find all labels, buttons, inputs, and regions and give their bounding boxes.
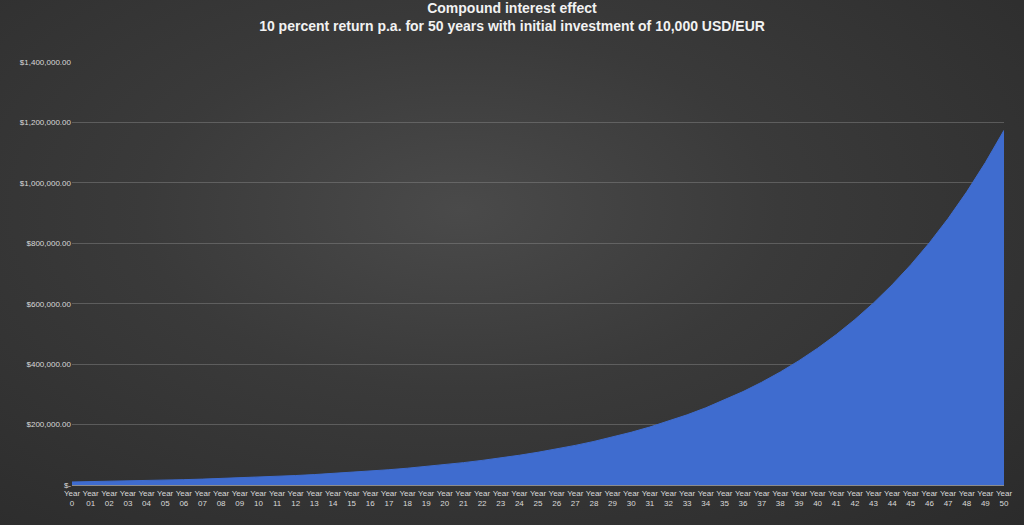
svg-text:Year23: Year23 — [493, 489, 510, 508]
svg-text:Year36: Year36 — [735, 489, 752, 508]
svg-text:Year32: Year32 — [660, 489, 677, 508]
svg-text:Year44: Year44 — [884, 489, 901, 508]
svg-text:$1,200,000.00: $1,200,000.00 — [20, 118, 72, 127]
svg-text:Year40: Year40 — [810, 489, 827, 508]
svg-text:Year05: Year05 — [157, 489, 174, 508]
svg-text:Year25: Year25 — [530, 489, 547, 508]
svg-text:$800,000.00: $800,000.00 — [27, 239, 72, 248]
svg-text:Year19: Year19 — [418, 489, 435, 508]
svg-text:Year13: Year13 — [306, 489, 323, 508]
svg-text:Year15: Year15 — [344, 489, 361, 508]
svg-text:Year29: Year29 — [604, 489, 621, 508]
svg-text:Year45: Year45 — [903, 489, 920, 508]
svg-text:Year03: Year03 — [120, 489, 137, 508]
svg-text:Year08: Year08 — [213, 489, 230, 508]
svg-text:Year09: Year09 — [232, 489, 249, 508]
svg-text:Year43: Year43 — [865, 489, 882, 508]
svg-text:Year07: Year07 — [194, 489, 211, 508]
svg-text:$1,000,000.00: $1,000,000.00 — [20, 179, 72, 188]
svg-text:$1,400,000.00: $1,400,000.00 — [20, 58, 72, 67]
svg-text:Year34: Year34 — [698, 489, 715, 508]
svg-text:Year38: Year38 — [772, 489, 789, 508]
svg-text:Year17: Year17 — [381, 489, 398, 508]
svg-text:Year27: Year27 — [567, 489, 584, 508]
svg-text:Year22: Year22 — [474, 489, 491, 508]
svg-text:Year31: Year31 — [642, 489, 659, 508]
svg-text:Year50: Year50 — [996, 489, 1013, 508]
svg-text:Compound interest effect10 per: Compound interest effect10 percent retur… — [259, 0, 765, 34]
svg-text:Year37: Year37 — [754, 489, 771, 508]
svg-text:Year02: Year02 — [101, 489, 118, 508]
svg-text:Year41: Year41 — [828, 489, 845, 508]
svg-text:Year11: Year11 — [269, 489, 286, 508]
svg-text:Year28: Year28 — [586, 489, 603, 508]
svg-text:Year26: Year26 — [549, 489, 566, 508]
svg-text:Year33: Year33 — [679, 489, 696, 508]
svg-text:Year0: Year0 — [64, 489, 81, 508]
svg-text:$400,000.00: $400,000.00 — [27, 360, 72, 369]
svg-text:Year30: Year30 — [623, 489, 640, 508]
svg-text:Year12: Year12 — [288, 489, 305, 508]
svg-text:Year42: Year42 — [847, 489, 864, 508]
svg-text:Year24: Year24 — [511, 489, 528, 508]
svg-text:$200,000.00: $200,000.00 — [27, 420, 72, 429]
svg-text:Year49: Year49 — [977, 489, 994, 508]
svg-text:Year20: Year20 — [437, 489, 454, 508]
svg-text:Year18: Year18 — [399, 489, 416, 508]
svg-text:Year04: Year04 — [138, 489, 155, 508]
svg-text:Year48: Year48 — [959, 489, 976, 508]
svg-text:Year35: Year35 — [716, 489, 733, 508]
svg-text:$600,000.00: $600,000.00 — [27, 300, 72, 309]
svg-text:Year06: Year06 — [176, 489, 193, 508]
svg-text:Year21: Year21 — [455, 489, 472, 508]
svg-text:Year16: Year16 — [362, 489, 379, 508]
svg-text:Year46: Year46 — [921, 489, 938, 508]
svg-text:$-: $- — [64, 481, 71, 490]
svg-text:Year01: Year01 — [83, 489, 100, 508]
svg-text:Year10: Year10 — [250, 489, 267, 508]
svg-text:Year14: Year14 — [325, 489, 342, 508]
svg-text:Year39: Year39 — [791, 489, 808, 508]
svg-text:Year47: Year47 — [940, 489, 957, 508]
